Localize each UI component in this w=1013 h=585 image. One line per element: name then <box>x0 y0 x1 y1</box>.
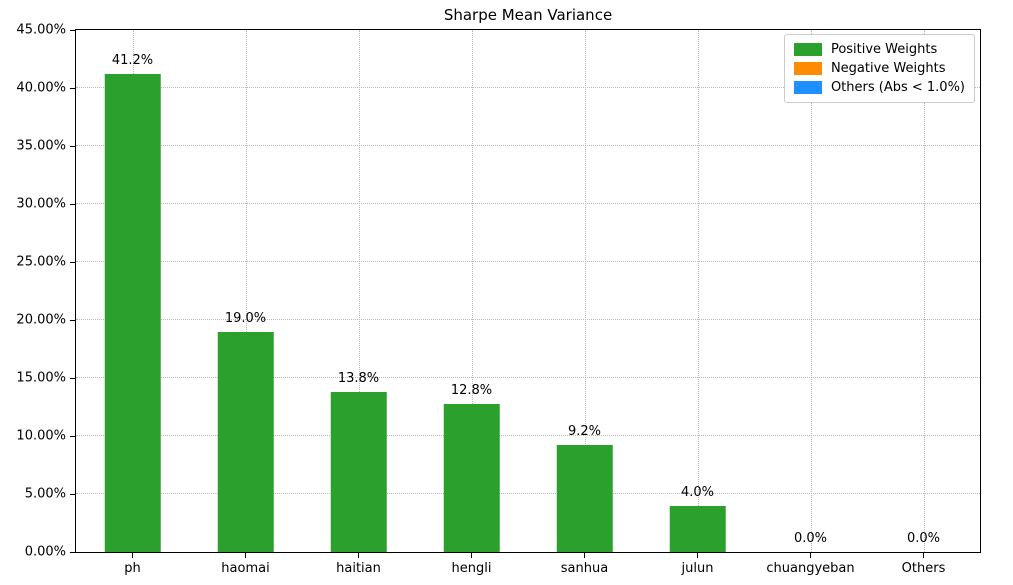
y-gridline <box>76 319 980 320</box>
x-gridline <box>245 30 247 552</box>
negative-weights-swatch <box>793 62 822 75</box>
bar-haomai <box>217 331 274 552</box>
y-tick-label: 5.00% <box>24 486 66 502</box>
y-tick-mark <box>70 377 75 379</box>
y-gridline <box>76 203 980 204</box>
y-tick-label: 40.00% <box>16 80 66 96</box>
y-tick-mark <box>70 203 75 205</box>
x-gridline <box>697 30 699 552</box>
x-tick-mark <box>809 553 811 558</box>
y-tick-label: 0.00% <box>24 544 66 560</box>
x-tick-label-ph: ph <box>124 561 141 576</box>
legend-item: Others (Abs < 1.0%) <box>793 80 965 95</box>
chart-title: Sharpe Mean Variance <box>443 6 613 24</box>
others-swatch <box>793 81 822 94</box>
x-tick-mark <box>131 553 133 558</box>
x-tick-mark <box>470 553 472 558</box>
bar-ph <box>104 74 161 552</box>
legend-item: Positive Weights <box>793 42 965 57</box>
y-tick-label: 25.00% <box>16 254 66 270</box>
x-tick-label-julun: julun <box>681 561 714 576</box>
x-tick-label-hengli: hengli <box>451 561 492 576</box>
x-tick-label-sanhua: sanhua <box>560 561 609 576</box>
bar-value-label-julun: 4.0% <box>680 484 715 500</box>
bar-value-label-sanhua: 9.2% <box>567 424 602 440</box>
legend-label: Positive Weights <box>830 42 938 57</box>
bar-value-label-haitian: 13.8% <box>337 370 380 386</box>
y-tick-mark <box>70 29 75 31</box>
x-tick-label-Others: Others <box>901 561 946 576</box>
x-tick-mark <box>696 553 698 558</box>
bar-julun <box>669 505 726 552</box>
plot-area: Positive Weights Negative Weights Others (… <box>16 23 981 576</box>
x-tick-label-chuangyeban: chuangyeban <box>766 561 855 576</box>
legend: Positive Weights Negative Weights Others (… <box>783 34 975 103</box>
y-tick-label: 35.00% <box>16 138 66 154</box>
y-gridline <box>76 87 980 88</box>
y-tick-label: 20.00% <box>16 312 66 328</box>
x-gridline <box>358 30 360 552</box>
y-tick-mark <box>70 551 75 553</box>
bar-value-label-Others: 0.0% <box>906 531 941 546</box>
y-tick-mark <box>70 319 75 321</box>
x-tick-mark <box>357 553 359 558</box>
y-gridline <box>76 435 980 436</box>
y-gridline <box>76 377 980 378</box>
x-tick-label-haitian: haitian <box>336 561 381 576</box>
y-tick-label: 30.00% <box>16 196 66 212</box>
bar-value-label-ph: 41.2% <box>111 53 154 69</box>
x-gridline <box>923 30 925 552</box>
bar-value-label-haomai: 19.0% <box>224 310 267 326</box>
y-tick-label: 45.00% <box>16 22 66 38</box>
x-gridline <box>471 30 473 552</box>
bar-value-label-hengli: 12.8% <box>450 382 493 398</box>
positive-weights-swatch <box>793 43 822 56</box>
y-gridline <box>76 493 980 494</box>
legend-label: Others (Abs < 1.0%) <box>830 80 965 95</box>
x-tick-mark <box>244 553 246 558</box>
legend-item: Negative Weights <box>793 61 965 76</box>
y-tick-mark <box>70 435 75 437</box>
legend-label: Negative Weights <box>830 61 946 76</box>
bar-hengli <box>443 403 500 552</box>
y-tick-label: 10.00% <box>16 428 66 444</box>
x-tick-mark <box>922 553 924 558</box>
x-tick-mark <box>583 553 585 558</box>
bar-sanhua <box>556 445 613 552</box>
y-tick-mark <box>70 261 75 263</box>
y-tick-mark <box>70 493 75 495</box>
y-tick-mark <box>70 145 75 147</box>
y-gridline <box>76 261 980 262</box>
y-tick-label: 15.00% <box>16 370 66 386</box>
bar-haitian <box>330 391 387 552</box>
y-gridline <box>76 145 980 146</box>
x-gridline <box>810 30 812 552</box>
y-tick-mark <box>70 87 75 89</box>
x-gridline <box>584 30 586 552</box>
x-tick-label-haomai: haomai <box>221 561 270 576</box>
bar-value-label-chuangyeban: 0.0% <box>793 531 828 546</box>
